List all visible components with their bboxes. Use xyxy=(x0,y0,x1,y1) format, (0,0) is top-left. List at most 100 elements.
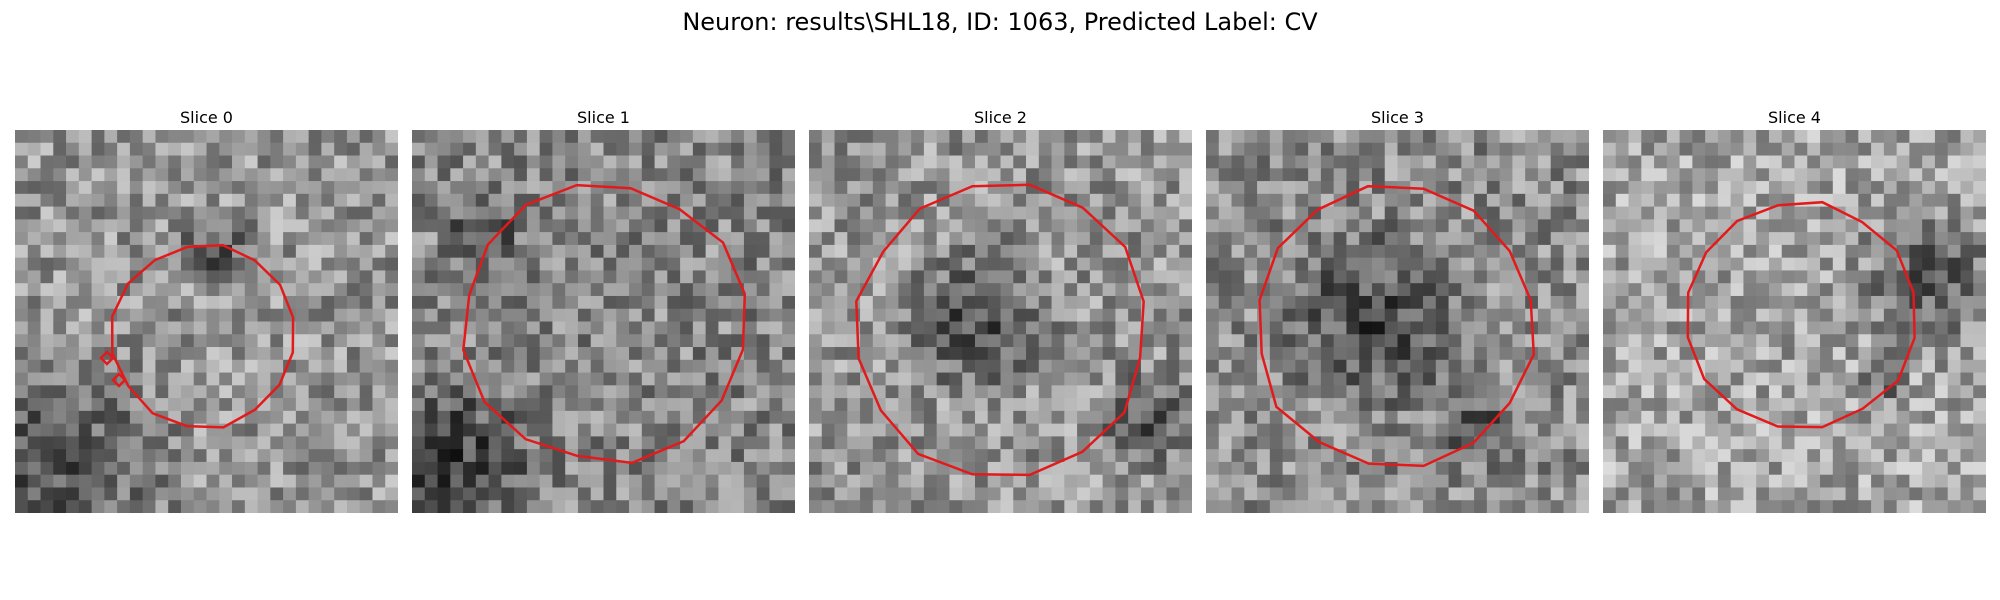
pixel-cell xyxy=(1679,347,1693,361)
pixel-cell xyxy=(821,244,835,259)
pixel-cell xyxy=(654,155,668,169)
pixel-cell xyxy=(117,244,131,259)
pixel-cell xyxy=(987,487,1001,501)
pixel-cell xyxy=(1743,283,1757,297)
pixel-cell xyxy=(1115,372,1129,386)
pixel-cell xyxy=(1679,244,1693,259)
pixel-cell xyxy=(1206,232,1220,246)
pixel-cell xyxy=(321,270,335,284)
pixel-cell xyxy=(680,270,694,284)
pixel-cell xyxy=(1794,130,1808,144)
pixel-cell xyxy=(475,219,489,233)
pixel-cell xyxy=(1244,244,1258,259)
pixel-cell xyxy=(911,130,925,144)
pixel-cell xyxy=(129,181,144,195)
pixel-cell xyxy=(91,193,105,207)
pixel-cell xyxy=(1102,181,1116,195)
pixel-cell xyxy=(424,257,438,271)
pixel-cell xyxy=(809,359,823,373)
pixel-cell xyxy=(129,283,144,297)
pixel-cell xyxy=(1550,219,1564,233)
pixel-cell xyxy=(949,142,963,156)
pixel-cell xyxy=(1563,347,1577,361)
pixel-cell xyxy=(1717,270,1732,284)
pixel-cell xyxy=(437,257,451,271)
pixel-cell xyxy=(321,423,335,437)
pixel-cell xyxy=(680,193,694,207)
pixel-cell xyxy=(206,461,220,476)
pixel-cell xyxy=(1384,283,1398,297)
pixel-cell xyxy=(1077,193,1091,207)
pixel-cell xyxy=(270,232,284,246)
pixel-cell xyxy=(168,334,182,348)
pixel-cell xyxy=(1858,321,1872,335)
pixel-cell xyxy=(1615,142,1629,156)
pixel-cell xyxy=(1666,244,1680,259)
pixel-cell xyxy=(232,142,246,156)
pixel-cell xyxy=(565,142,579,156)
pixel-cell xyxy=(1922,142,1936,156)
pixel-cell xyxy=(1820,410,1834,425)
pixel-cell xyxy=(1603,436,1617,450)
pixel-cell xyxy=(782,270,795,284)
pixel-cell xyxy=(1435,321,1449,335)
pixel-cell xyxy=(78,474,92,488)
pixel-cell xyxy=(1115,181,1129,195)
pixel-cell xyxy=(1858,295,1872,310)
pixel-cell xyxy=(232,461,246,476)
pixel-cell xyxy=(629,295,643,310)
pixel-cell xyxy=(539,487,553,501)
pixel-cell xyxy=(1269,295,1283,310)
pixel-cell xyxy=(117,347,131,361)
pixel-cell xyxy=(424,423,438,437)
pixel-cell xyxy=(27,130,41,144)
pixel-cell xyxy=(321,232,335,246)
pixel-cell xyxy=(1359,398,1373,412)
pixel-cell xyxy=(1102,449,1116,463)
pixel-cell xyxy=(1320,461,1335,476)
pixel-cell xyxy=(193,181,207,195)
pixel-cell xyxy=(1371,359,1386,373)
pixel-cell xyxy=(1705,283,1719,297)
pixel-cell xyxy=(168,283,182,297)
pixel-cell xyxy=(1013,359,1027,373)
pixel-cell xyxy=(1820,283,1834,297)
pixel-cell xyxy=(385,181,398,195)
pixel-cell xyxy=(295,449,310,463)
pixel-cell xyxy=(53,359,67,373)
pixel-cell xyxy=(1845,461,1859,476)
pixel-cell xyxy=(809,295,823,310)
pixel-cell xyxy=(15,474,29,488)
pixel-cell xyxy=(1858,155,1872,169)
pixel-cell xyxy=(1257,436,1271,450)
pixel-cell xyxy=(1550,232,1564,246)
pixel-cell xyxy=(1871,500,1885,513)
pixel-cell xyxy=(1960,257,1974,271)
pixel-cell xyxy=(1666,270,1680,284)
pixel-cell xyxy=(412,359,426,373)
pixel-cell xyxy=(923,423,938,437)
pixel-cell xyxy=(1102,398,1116,412)
pixel-cell xyxy=(1743,219,1757,233)
pixel-cell xyxy=(1807,500,1821,513)
pixel-cell xyxy=(616,398,630,412)
pixel-cell xyxy=(885,142,899,156)
pixel-cell xyxy=(1960,372,1974,386)
pixel-cell xyxy=(129,130,144,144)
pixel-cell xyxy=(1883,130,1898,144)
pixel-cell xyxy=(1743,461,1757,476)
pixel-cell xyxy=(450,244,464,259)
pixel-cell xyxy=(718,461,732,476)
pixel-cell xyxy=(1781,398,1795,412)
pixel-cell xyxy=(526,244,541,259)
pixel-cell xyxy=(385,487,398,501)
pixel-cell xyxy=(514,334,528,348)
pixel-cell xyxy=(1320,232,1335,246)
pixel-cell xyxy=(1807,244,1821,259)
pixel-cell xyxy=(1550,461,1564,476)
pixel-cell xyxy=(1244,168,1258,182)
pixel-cell xyxy=(718,270,732,284)
pixel-cell xyxy=(1858,487,1872,501)
pixel-cell xyxy=(1206,385,1220,399)
pixel-cell xyxy=(1231,193,1245,207)
